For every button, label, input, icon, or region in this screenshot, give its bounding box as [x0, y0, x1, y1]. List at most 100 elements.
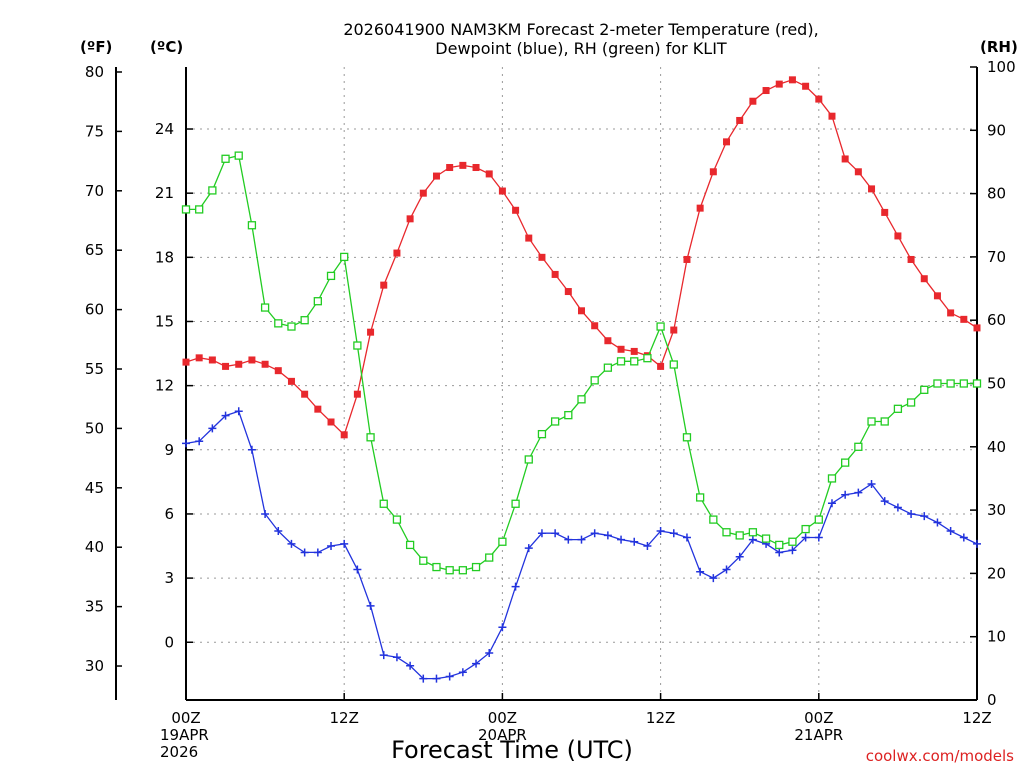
rh-point	[827, 474, 837, 483]
dewpoint-point	[340, 539, 349, 548]
dewpoint-point	[643, 542, 652, 551]
dewpoint-point	[827, 499, 836, 508]
temperature-point	[340, 431, 348, 439]
dewpoint-point	[590, 529, 599, 538]
rh-point	[735, 531, 744, 540]
dewpoint-point	[933, 518, 942, 527]
rh-point	[405, 540, 415, 550]
dewpoint-point	[973, 539, 981, 548]
rh-point	[616, 357, 626, 366]
fahrenheit-tick-label: 65	[85, 241, 104, 259]
celsius-tick-label: 21	[155, 184, 174, 202]
celsius-tick-label: 24	[155, 120, 174, 138]
dewpoint-point	[748, 535, 757, 544]
rh-point	[260, 303, 270, 312]
temperature-point	[802, 82, 810, 90]
temperature-point	[960, 315, 968, 323]
fahrenheit-tick-label: 30	[85, 657, 104, 675]
dewpoint-point	[788, 546, 797, 555]
rh-point	[366, 433, 375, 442]
dewpoint-point	[472, 659, 481, 668]
temperature-point	[564, 288, 572, 296]
rh-point	[946, 379, 955, 388]
dewpoint-point	[669, 529, 678, 538]
dewpoint-point	[841, 490, 850, 499]
fahrenheit-tick-label: 45	[85, 479, 104, 497]
rh-tick-label: 60	[987, 311, 1006, 329]
fahrenheit-tick-label: 40	[85, 538, 104, 556]
fahrenheit-tick-label: 75	[85, 122, 104, 140]
temperature-point	[274, 367, 282, 375]
temperature-point	[578, 307, 585, 315]
dewpoint-point	[880, 497, 889, 506]
rh-point	[854, 442, 863, 451]
temperature-point	[894, 232, 902, 240]
rh-point	[656, 322, 665, 331]
rh-point	[524, 455, 533, 464]
rh-point	[893, 404, 903, 413]
dewpoint-point	[221, 411, 230, 420]
rh-point	[485, 553, 494, 562]
rh-point	[300, 316, 309, 325]
rh-point	[511, 499, 520, 508]
dewpoint-point	[577, 535, 586, 544]
temperature-point	[933, 292, 941, 300]
temperature-point	[314, 405, 322, 413]
dewpoint-point	[854, 488, 863, 497]
celsius-tick-label: 15	[155, 312, 174, 330]
temperature-point	[208, 356, 216, 364]
rh-point	[221, 154, 230, 163]
rh-tick-label: 70	[987, 248, 1006, 266]
rh-point	[669, 360, 678, 369]
temperature-point	[920, 275, 928, 283]
dewpoint-point	[630, 537, 639, 546]
x-tick-label: 12Z	[962, 709, 991, 727]
temperature-point	[446, 164, 454, 172]
celsius-unit-label: (ºC)	[150, 38, 183, 56]
rh-point	[287, 322, 296, 331]
rh-point	[340, 252, 349, 262]
x-tick-label: 2026	[160, 743, 198, 761]
temperature-point	[973, 324, 981, 332]
dewpoint-point	[498, 623, 507, 632]
dewpoint-point	[406, 661, 415, 670]
celsius-tick-label: 12	[155, 377, 174, 395]
dewpoint-point	[946, 527, 955, 536]
rh-point	[326, 271, 336, 281]
temperature-point	[327, 418, 335, 426]
dewpoint-point	[656, 527, 665, 536]
fahrenheit-tick-label: 50	[85, 419, 104, 437]
x-tick-label: 00Z	[171, 709, 200, 727]
dewpoint-point	[920, 512, 929, 521]
temperature-point	[868, 185, 876, 193]
rh-point	[603, 363, 613, 372]
dewpoint-point	[814, 533, 823, 542]
rh-point	[590, 376, 599, 385]
temperature-point	[301, 390, 309, 398]
dewpoint-point	[775, 548, 784, 557]
dewpoint-point	[696, 567, 705, 576]
dewpoint-point	[445, 672, 454, 681]
temperature-point	[367, 328, 375, 336]
temperature-point	[222, 362, 230, 370]
x-tick-label: 12Z	[330, 709, 359, 727]
dewpoint-point	[366, 601, 375, 610]
temperature-point	[591, 322, 599, 330]
x-tick-label: 00Z	[488, 709, 517, 727]
rh-point	[933, 379, 942, 388]
credit-text: coolwx.com/models	[866, 747, 1014, 765]
temperature-point	[248, 356, 256, 364]
rh-tick-label: 0	[987, 691, 997, 709]
temperature-point	[604, 337, 612, 345]
temperature-point	[696, 204, 704, 212]
temperature-point	[907, 255, 915, 263]
rh-point	[195, 205, 204, 214]
temperature-point	[538, 253, 546, 261]
dewpoint-point	[313, 548, 322, 557]
dewpoint-point	[551, 529, 560, 538]
rh-point	[801, 524, 810, 534]
dewpoint-point	[722, 565, 731, 574]
temperature-point	[406, 215, 414, 223]
